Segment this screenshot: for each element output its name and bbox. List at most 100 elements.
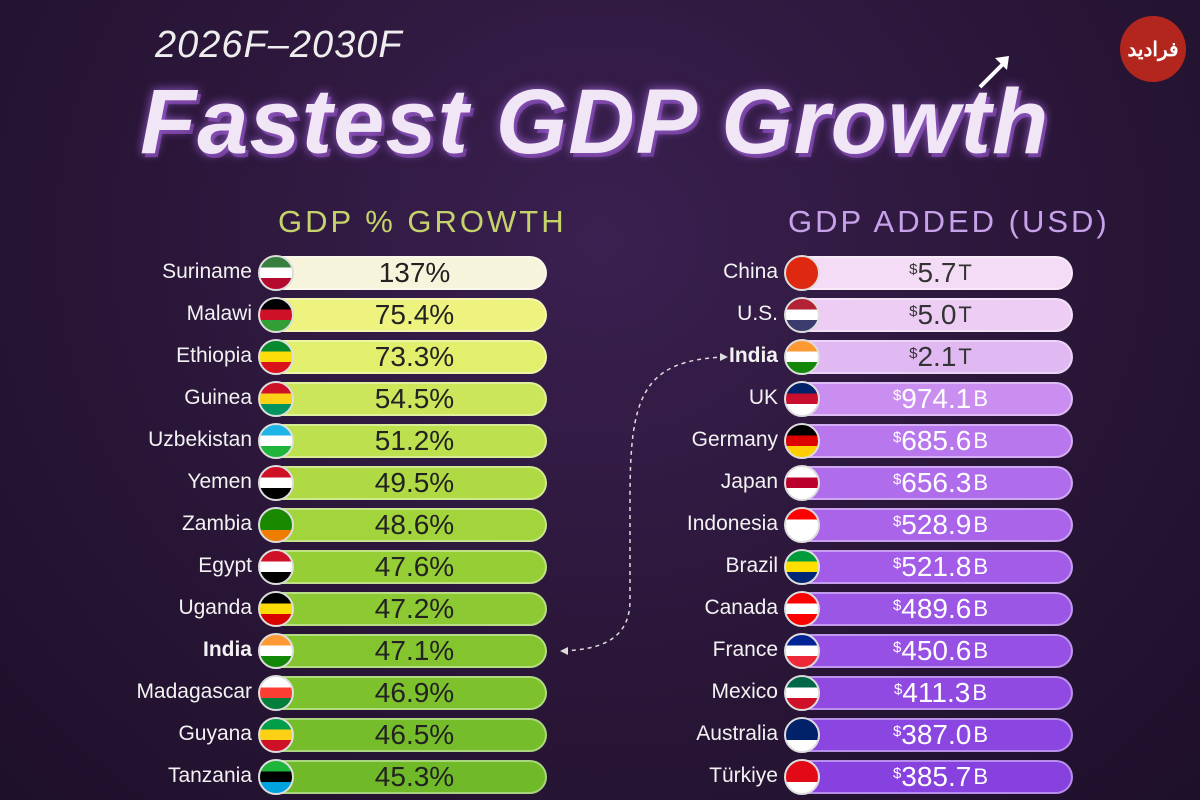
flag-icon <box>258 297 294 333</box>
gdp-added-bar: $489.6B <box>788 592 1073 626</box>
growth-bar: 75.4% <box>262 298 547 332</box>
flag-icon <box>258 339 294 375</box>
growth-bar: 46.9% <box>262 676 547 710</box>
flag-icon <box>258 465 294 501</box>
flag-icon <box>784 297 820 333</box>
gdp-added-bar: $685.6B <box>788 424 1073 458</box>
unit-label: B <box>973 428 988 454</box>
country-label: Zambia <box>182 512 252 536</box>
country-label: Ethiopia <box>176 344 252 368</box>
currency-symbol: $ <box>894 681 902 698</box>
value-label: 411.3 <box>902 677 970 709</box>
value-label: 385.7 <box>901 761 971 793</box>
flag-icon <box>258 759 294 795</box>
unit-label: B <box>973 554 988 580</box>
flag-icon <box>258 423 294 459</box>
gdp-added-bar: $5.7T <box>788 256 1073 290</box>
value-label: 47.6% <box>375 551 454 583</box>
growth-bar: 46.5% <box>262 718 547 752</box>
country-label: Madagascar <box>136 680 252 704</box>
value-label: 46.9% <box>375 677 454 709</box>
value-label: 489.6 <box>901 593 971 625</box>
currency-symbol: $ <box>893 513 901 530</box>
flag-icon <box>784 675 820 711</box>
gdp-added-bar: $528.9B <box>788 508 1073 542</box>
flag-icon <box>784 759 820 795</box>
currency-symbol: $ <box>893 597 901 614</box>
growth-bar: 137% <box>262 256 547 290</box>
flag-icon <box>784 633 820 669</box>
country-label: Indonesia <box>687 512 778 536</box>
value-label: 73.3% <box>375 341 454 373</box>
flag-icon <box>784 465 820 501</box>
value-label: 45.3% <box>375 761 454 793</box>
flag-icon <box>258 507 294 543</box>
currency-symbol: $ <box>893 555 901 572</box>
gdp-added-bar: $521.8B <box>788 550 1073 584</box>
value-label: 51.2% <box>375 425 454 457</box>
gdp-added-bar: $387.0B <box>788 718 1073 752</box>
unit-label: B <box>973 764 988 790</box>
gdp-added-bar: $450.6B <box>788 634 1073 668</box>
country-label: Türkiye <box>709 764 778 788</box>
unit-label: B <box>972 680 987 706</box>
value-label: 528.9 <box>901 509 971 541</box>
unit-label: T <box>958 260 971 286</box>
country-label: France <box>713 638 778 662</box>
flag-icon <box>784 591 820 627</box>
growth-bar: 47.6% <box>262 550 547 584</box>
value-label: 5.0 <box>917 299 956 331</box>
flag-icon <box>258 255 294 291</box>
value-label: 5.7 <box>917 257 956 289</box>
value-label: 75.4% <box>375 299 454 331</box>
country-label: India <box>729 344 778 368</box>
value-label: 2.1 <box>917 341 956 373</box>
flag-icon <box>784 339 820 375</box>
currency-symbol: $ <box>893 765 901 782</box>
currency-symbol: $ <box>909 345 917 362</box>
country-label: Australia <box>696 722 778 746</box>
country-label: Japan <box>721 470 778 494</box>
value-label: 48.6% <box>375 509 454 541</box>
flag-icon <box>784 507 820 543</box>
gdp-added-bar: $411.3B <box>788 676 1073 710</box>
value-label: 387.0 <box>901 719 971 751</box>
country-label: Guyana <box>178 722 252 746</box>
value-label: 49.5% <box>375 467 454 499</box>
country-label: Brazil <box>725 554 778 578</box>
value-label: 974.1 <box>901 383 971 415</box>
currency-symbol: $ <box>893 429 901 446</box>
unit-label: B <box>973 638 988 664</box>
value-label: 521.8 <box>901 551 971 583</box>
value-label: 137% <box>379 257 451 289</box>
flag-icon <box>258 549 294 585</box>
country-label: Yemen <box>187 470 252 494</box>
country-label: Malawi <box>187 302 252 326</box>
country-label: Tanzania <box>168 764 252 788</box>
currency-symbol: $ <box>909 303 917 320</box>
value-label: 46.5% <box>375 719 454 751</box>
country-label: Egypt <box>198 554 252 578</box>
flag-icon <box>784 549 820 585</box>
flag-icon <box>258 717 294 753</box>
country-label: U.S. <box>737 302 778 326</box>
value-label: 450.6 <box>901 635 971 667</box>
country-label: Guinea <box>184 386 252 410</box>
unit-label: T <box>958 344 971 370</box>
value-label: 54.5% <box>375 383 454 415</box>
growth-bar: 49.5% <box>262 466 547 500</box>
flag-icon <box>784 381 820 417</box>
value-label: 47.2% <box>375 593 454 625</box>
currency-symbol: $ <box>893 387 901 404</box>
growth-bar: 48.6% <box>262 508 547 542</box>
unit-label: B <box>973 596 988 622</box>
value-label: 47.1% <box>375 635 454 667</box>
gdp-added-bar: $385.7B <box>788 760 1073 794</box>
country-label: Mexico <box>711 680 778 704</box>
country-label: Suriname <box>162 260 252 284</box>
currency-symbol: $ <box>893 639 901 656</box>
currency-symbol: $ <box>893 471 901 488</box>
gdp-added-bar: $5.0T <box>788 298 1073 332</box>
country-label: Uganda <box>178 596 252 620</box>
unit-label: T <box>958 302 971 328</box>
